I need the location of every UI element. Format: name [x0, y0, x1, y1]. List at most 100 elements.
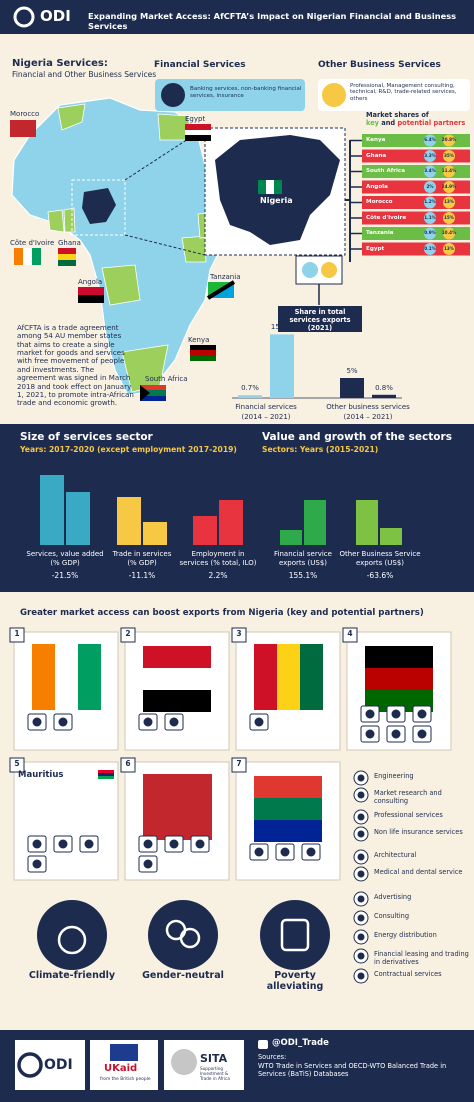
map-label: Ghana [58, 239, 81, 247]
map-label: Morocco [10, 110, 40, 118]
other-bubble [443, 134, 455, 147]
flag-stripe [143, 668, 211, 690]
service-glyph [32, 717, 42, 727]
size-title: Size of services sector [20, 431, 153, 443]
legend-glyph [357, 774, 365, 782]
flag-stripe [32, 644, 55, 710]
bar [238, 395, 262, 398]
legend-label: Consulting [374, 912, 410, 920]
item-unit: exports (US$) [355, 559, 405, 567]
legend-glyph [357, 933, 365, 941]
principle-label: Gender-neutral [142, 970, 224, 981]
card-number-box [120, 757, 136, 773]
gender-glyph [179, 927, 201, 949]
financial-box [155, 79, 305, 111]
group-label: Other business services [326, 403, 410, 411]
bar [270, 334, 294, 398]
other-bubble [443, 227, 455, 240]
service-glyph [143, 717, 153, 727]
financial-bubble [424, 134, 436, 147]
service-glyph [280, 847, 290, 857]
footer-logo-odi: ODI [44, 1057, 73, 1073]
flag-stripe [98, 776, 114, 779]
flag-stripe [254, 776, 322, 798]
financial-bubble [424, 181, 436, 193]
legend-label: Energy distribution [374, 931, 437, 939]
other-description: Professional, Management consulting, tec… [350, 83, 457, 102]
legend-glyph [357, 914, 365, 922]
other-bubble [443, 181, 455, 193]
legend-glyph [357, 972, 365, 980]
twitter-icon [258, 1040, 268, 1049]
map-label: Kenya [188, 336, 210, 344]
legend-label: Non life insurance services [374, 828, 463, 836]
legend-glyph [357, 853, 365, 861]
item-unit: services (% total, ILO) [179, 559, 257, 567]
item-unit: (% GDP) [50, 559, 80, 567]
other-bubble [443, 165, 455, 178]
service-glyph [143, 839, 153, 849]
service-glyph [84, 839, 94, 849]
row-bg [362, 196, 470, 209]
flag-stripe [143, 690, 211, 712]
financial-bubble [424, 165, 436, 178]
item-change: -63.6% [366, 571, 394, 580]
card-number: 5 [14, 759, 20, 768]
legend-label: Professional services [374, 811, 443, 819]
row-other: 35% [443, 152, 455, 158]
market-share-key: key [366, 118, 379, 127]
market-share-title: Market shares of key and potential partn… [366, 111, 465, 128]
card-number: 3 [236, 629, 242, 638]
row-other: 13% [443, 245, 455, 251]
flag-stripe [254, 798, 322, 820]
row-other: 13% [443, 199, 455, 204]
flag-stripe [300, 644, 323, 710]
group-label: Financial services [235, 403, 297, 411]
value-label: 0.7% [241, 384, 259, 393]
financial-bubble [424, 243, 436, 255]
flag-stripe [143, 774, 166, 840]
principle-label: Poverty alleviating [266, 970, 324, 993]
service-glyph [58, 717, 68, 727]
card-number: 1 [14, 629, 20, 638]
flags [10, 120, 236, 401]
principle-label: Climate-friendly [28, 970, 116, 981]
connector [124, 234, 206, 256]
legend-label: Medical and dental service [374, 868, 463, 876]
other-bubble [443, 243, 455, 255]
service-glyph [391, 729, 401, 739]
union-flag [110, 1044, 138, 1061]
growth-subtitle: Sectors: Years (2015-2021) [262, 445, 379, 454]
legend-glyph [357, 813, 365, 821]
size-subtitle: Years: 2017-2020 (except employment 2017… [20, 445, 237, 454]
flag-stripe [365, 668, 433, 690]
financial-icon [161, 83, 185, 107]
item-change: -21.5% [51, 571, 79, 580]
legend-glyph [357, 830, 365, 838]
flag-stripe [277, 644, 300, 710]
row-financial: 3.4% [424, 168, 436, 173]
card-number-box [9, 757, 25, 773]
card-number: 7 [236, 759, 242, 768]
row-bg [362, 149, 470, 163]
service-glyph [417, 709, 427, 719]
service-glyph [195, 839, 205, 849]
africa-glyph [171, 1049, 197, 1075]
legend-glyph [357, 895, 365, 903]
row-country: Ghana [366, 152, 387, 159]
nigeria-small [82, 188, 116, 224]
logo-box [15, 1040, 85, 1090]
value-label: 0.8% [375, 383, 393, 392]
footer-logo-sita: SITA [200, 1052, 228, 1065]
map-label: Côte d'Ivoire [10, 239, 55, 247]
legend-label: Contractual services [374, 970, 442, 978]
size-bars [40, 475, 402, 545]
map-label: Angola [78, 278, 103, 286]
overview-title: Nigeria Services: [12, 58, 108, 69]
service-glyph [32, 859, 42, 869]
row-country: Morocco [366, 199, 393, 205]
flag-stripe [365, 646, 433, 668]
service-glyph [306, 847, 316, 857]
card-number-box [231, 757, 247, 773]
row-financial: 2% [426, 183, 434, 189]
